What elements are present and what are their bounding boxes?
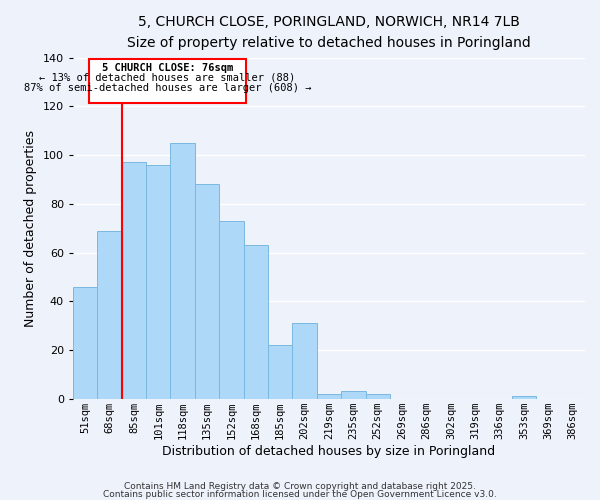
FancyBboxPatch shape xyxy=(89,59,246,103)
Bar xyxy=(341,392,365,398)
Y-axis label: Number of detached properties: Number of detached properties xyxy=(24,130,37,326)
Text: 87% of semi-detached houses are larger (608) →: 87% of semi-detached houses are larger (… xyxy=(23,82,311,92)
Text: Contains public sector information licensed under the Open Government Licence v3: Contains public sector information licen… xyxy=(103,490,497,499)
Bar xyxy=(97,230,122,398)
Bar xyxy=(244,245,268,398)
Bar xyxy=(122,162,146,398)
Bar xyxy=(170,143,195,399)
Bar xyxy=(365,394,390,398)
Bar xyxy=(292,323,317,398)
Bar xyxy=(512,396,536,398)
X-axis label: Distribution of detached houses by size in Poringland: Distribution of detached houses by size … xyxy=(163,444,496,458)
Text: Contains HM Land Registry data © Crown copyright and database right 2025.: Contains HM Land Registry data © Crown c… xyxy=(124,482,476,491)
Bar xyxy=(268,345,292,399)
Bar xyxy=(146,165,170,398)
Bar xyxy=(219,221,244,398)
Bar xyxy=(317,394,341,398)
Bar xyxy=(73,286,97,399)
Title: 5, CHURCH CLOSE, PORINGLAND, NORWICH, NR14 7LB
Size of property relative to deta: 5, CHURCH CLOSE, PORINGLAND, NORWICH, NR… xyxy=(127,15,531,50)
Bar xyxy=(195,184,219,398)
Text: ← 13% of detached houses are smaller (88): ← 13% of detached houses are smaller (88… xyxy=(40,73,296,83)
Text: 5 CHURCH CLOSE: 76sqm: 5 CHURCH CLOSE: 76sqm xyxy=(102,63,233,73)
